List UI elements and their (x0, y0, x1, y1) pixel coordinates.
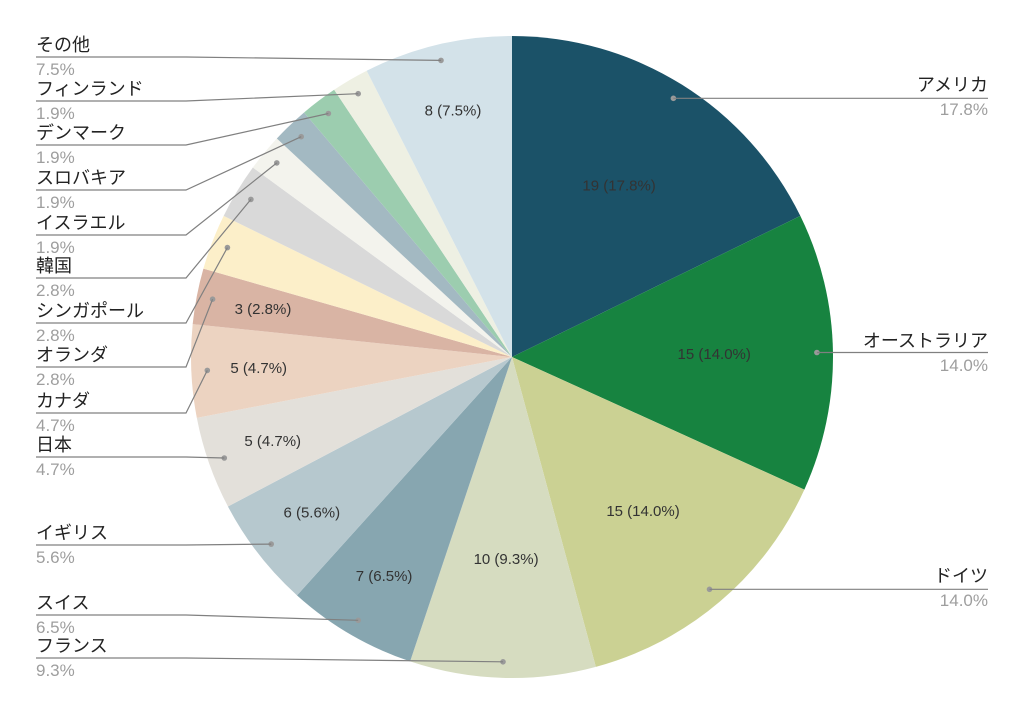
legend-name: デンマーク (36, 123, 126, 144)
leader-line (36, 657, 504, 663)
pie-slice (296, 357, 512, 662)
pie-slice (410, 357, 596, 678)
legend-percent: 1.9% (36, 104, 75, 123)
legend-percent: 1.9% (36, 193, 75, 212)
legend-name: ドイツ (934, 566, 988, 587)
legend-name: フィンランド (36, 79, 144, 100)
legend-percent: 4.7% (36, 460, 75, 479)
legend-name: スイス (36, 593, 89, 614)
legend-name: イギリス (36, 523, 108, 544)
legend-percent: 14.0% (940, 356, 988, 375)
pie-slice (223, 167, 513, 357)
slice-data-label: 6 (5.6%) (283, 505, 340, 522)
pie-slice (512, 36, 801, 357)
slice-data-label: 10 (9.3%) (474, 551, 539, 568)
slice-data-label: 5 (4.7%) (230, 360, 287, 377)
legend-percent: 2.8% (36, 326, 75, 345)
leader-line (36, 162, 278, 236)
pie-slices (190, 35, 834, 678)
pie-slice (334, 70, 512, 358)
legend-name: フランス (36, 636, 108, 657)
legend-percent: 9.3% (36, 661, 75, 680)
leader-line (36, 298, 214, 368)
pie-slice (190, 324, 512, 418)
legend-percent: 2.8% (36, 370, 75, 389)
slice-data-label: 8 (7.5%) (425, 102, 482, 119)
slice-data-label: 15 (14.0%) (678, 346, 751, 363)
legend-name: スロバキア (36, 168, 126, 189)
leader-line (36, 136, 302, 191)
leader-line (36, 543, 272, 546)
pie-slice (366, 35, 512, 357)
pie-slice (196, 357, 512, 507)
slice-name-labels: アメリカ 17.8% オーストラリア 14.0% ドイツ 14.0% フランス 9.3% スイス… (36, 35, 988, 680)
slice-value-labels: 19 (17.8%) 15 (14.0%) 15 (14.0%) 10 (9.3%) 7… (230, 102, 751, 585)
leader-dot (325, 110, 332, 117)
leader-line (36, 56, 442, 61)
legend-name: シンガポール (36, 301, 144, 322)
pie-slice (203, 215, 512, 357)
legend-name: オランダ (36, 345, 108, 366)
legend-percent: 1.9% (36, 148, 75, 167)
legend-percent: 4.7% (36, 416, 75, 435)
leader-lines (36, 56, 988, 665)
slice-data-label: 7 (6.5%) (356, 568, 413, 585)
legend-percent: 7.5% (36, 60, 75, 79)
legend-percent: 17.8% (940, 100, 988, 119)
legend-name: イスラエル (36, 213, 125, 234)
pie-slice (512, 215, 834, 490)
legend-percent: 5.6% (36, 548, 75, 567)
pie-slice (252, 138, 513, 357)
legend-percent: 1.9% (36, 238, 75, 257)
slice-data-label: 15 (14.0%) (606, 503, 679, 520)
slice-data-label: 3 (2.8%) (235, 301, 292, 318)
pie-slice (227, 357, 512, 596)
leader-line (36, 370, 208, 414)
legend-name: アメリカ (917, 75, 988, 96)
leader-line (36, 112, 329, 146)
slice-data-label: 5 (4.7%) (244, 433, 301, 450)
leader-line (36, 614, 359, 621)
leader-line (36, 247, 228, 324)
legend-percent: 2.8% (36, 281, 75, 300)
legend-name: オーストラリア (863, 331, 988, 352)
pie-slice (192, 268, 512, 357)
leader-line (36, 456, 225, 459)
leader-line (36, 199, 252, 279)
legend-percent: 14.0% (940, 591, 988, 610)
pie-slice (304, 89, 512, 358)
legend-name: 韓国 (36, 256, 72, 277)
legend-name: 日本 (36, 435, 72, 456)
legend-name: その他 (36, 35, 90, 56)
pie-slice (276, 112, 512, 357)
legend-percent: 6.5% (36, 618, 75, 637)
legend-name: カナダ (36, 391, 90, 412)
slice-data-label: 19 (17.8%) (582, 177, 655, 194)
leader-line (36, 93, 359, 102)
